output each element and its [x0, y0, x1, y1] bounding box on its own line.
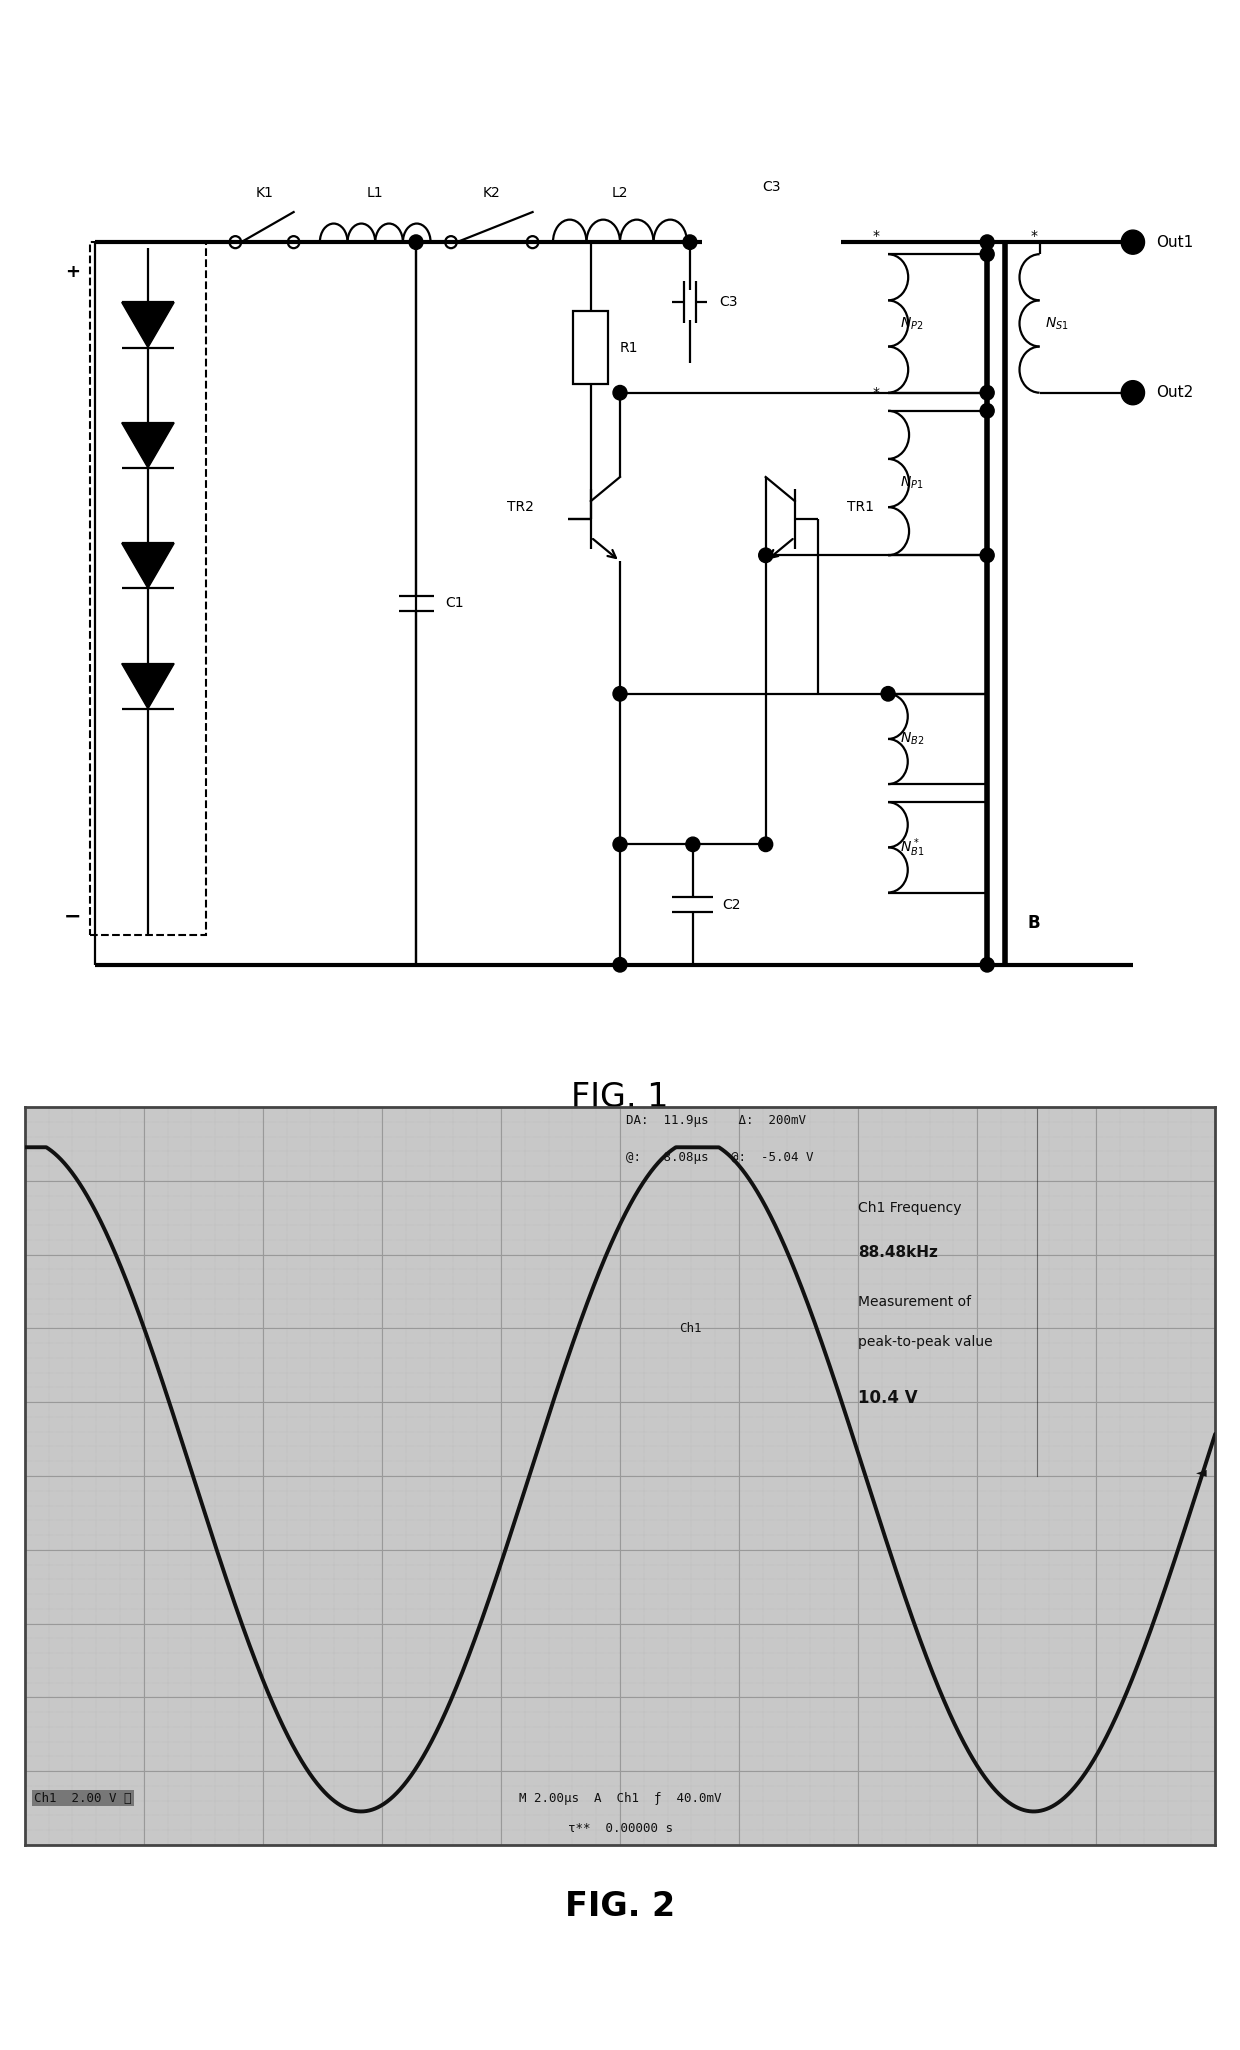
Circle shape: [409, 236, 423, 250]
Text: FIG. 1: FIG. 1: [572, 1080, 668, 1113]
Text: $N_{P1}$: $N_{P1}$: [900, 476, 924, 492]
Circle shape: [1121, 381, 1145, 404]
Circle shape: [980, 547, 994, 562]
Text: ◄: ◄: [1197, 1466, 1207, 1480]
Text: C3: C3: [719, 295, 738, 310]
Text: peak-to-peak value: peak-to-peak value: [858, 1335, 993, 1349]
Text: K1: K1: [255, 187, 274, 201]
Text: $N_{S1}$: $N_{S1}$: [1045, 316, 1069, 332]
Text: TR1: TR1: [847, 500, 874, 515]
Circle shape: [613, 385, 627, 400]
Polygon shape: [122, 543, 174, 588]
Text: Out1: Out1: [1156, 234, 1193, 250]
Polygon shape: [122, 301, 174, 348]
Text: L2: L2: [611, 187, 629, 201]
Text: *: *: [873, 230, 880, 244]
Circle shape: [613, 836, 627, 851]
Text: $N_{P2}$: $N_{P2}$: [900, 316, 924, 332]
Text: Ch1 Frequency: Ch1 Frequency: [858, 1201, 961, 1216]
Circle shape: [613, 957, 627, 972]
Circle shape: [980, 236, 994, 250]
Circle shape: [613, 687, 627, 701]
Text: Measurement of: Measurement of: [858, 1296, 971, 1308]
Bar: [573, 312, 609, 383]
Text: R1: R1: [620, 340, 639, 355]
Text: C2: C2: [722, 898, 740, 912]
Text: Ch1: Ch1: [680, 1322, 702, 1335]
Circle shape: [759, 547, 773, 562]
Polygon shape: [122, 664, 174, 709]
Text: *: *: [873, 385, 880, 400]
Text: −: −: [63, 906, 81, 927]
Text: +: +: [64, 262, 79, 281]
Bar: [89, 242, 206, 935]
Text: $N_{B2}$: $N_{B2}$: [900, 730, 924, 746]
Text: K2: K2: [482, 187, 501, 201]
Text: C3: C3: [763, 180, 781, 195]
Circle shape: [683, 236, 697, 250]
Text: TR2: TR2: [507, 500, 534, 515]
Text: *: *: [1030, 230, 1038, 244]
Text: 88.48kHz: 88.48kHz: [858, 1244, 937, 1259]
Circle shape: [980, 957, 994, 972]
Text: Out2: Out2: [1156, 385, 1193, 400]
Circle shape: [686, 836, 699, 851]
Text: Ch1  2.00 V ⁀: Ch1 2.00 V ⁀: [35, 1792, 131, 1804]
Circle shape: [759, 836, 773, 851]
Text: τ**  0.00000 s: τ** 0.00000 s: [568, 1822, 672, 1835]
Circle shape: [980, 246, 994, 262]
Text: M 2.00μs  A  Ch1  ƒ  40.0mV: M 2.00μs A Ch1 ƒ 40.0mV: [518, 1792, 722, 1804]
Text: C1: C1: [445, 597, 464, 611]
Polygon shape: [122, 422, 174, 467]
Circle shape: [882, 687, 895, 701]
Circle shape: [1121, 230, 1145, 254]
Text: L1: L1: [367, 187, 383, 201]
Text: DA:  11.9μs    Δ:  200mV: DA: 11.9μs Δ: 200mV: [626, 1113, 806, 1128]
Text: $N_{B1}^*$: $N_{B1}^*$: [900, 836, 924, 859]
Text: FIG. 2: FIG. 2: [565, 1890, 675, 1923]
Bar: [702, 217, 842, 266]
Text: @:   8.08μs   @:  -5.04 V: @: 8.08μs @: -5.04 V: [626, 1150, 813, 1164]
Circle shape: [980, 385, 994, 400]
Circle shape: [980, 404, 994, 418]
Text: 10.4 V: 10.4 V: [858, 1388, 918, 1406]
Text: B: B: [1028, 914, 1040, 931]
